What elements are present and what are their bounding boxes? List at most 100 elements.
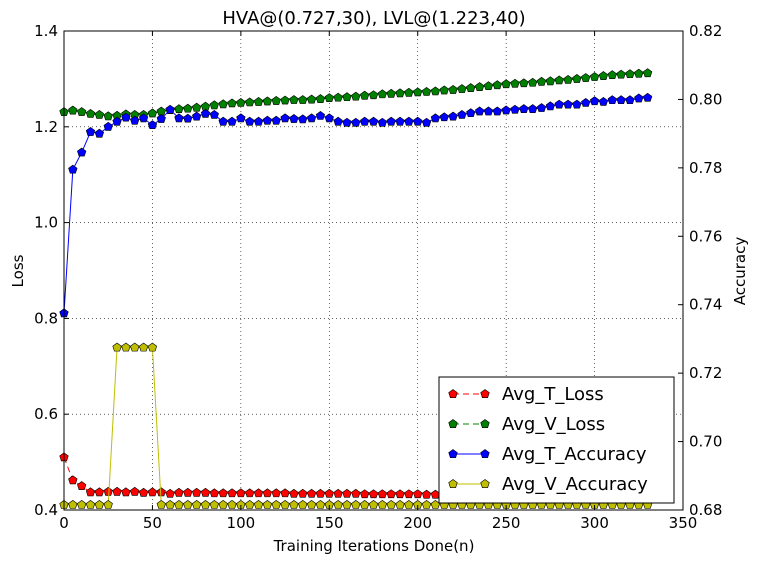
data-point-avg-v-loss (439, 85, 449, 95)
data-point-avg-v-loss (218, 99, 228, 109)
data-point-avg-t-accuracy (457, 109, 467, 119)
data-point-avg-v-accuracy (209, 499, 219, 509)
legend-marker-avg-v-loss (480, 419, 490, 428)
data-point-avg-v-loss (492, 80, 502, 90)
data-point-avg-v-loss (483, 81, 494, 91)
data-point-avg-t-loss (227, 488, 237, 498)
data-point-avg-v-accuracy (404, 499, 414, 509)
x-tick-label: 250 (492, 514, 521, 532)
data-point-avg-v-loss (85, 108, 96, 118)
data-point-avg-v-loss (545, 76, 555, 86)
data-point-avg-t-accuracy (616, 95, 626, 105)
data-point-avg-t-loss (218, 488, 228, 498)
data-point-avg-t-accuracy (572, 99, 582, 109)
data-point-avg-v-accuracy (218, 499, 228, 509)
data-point-avg-v-accuracy (130, 342, 140, 352)
data-point-avg-t-accuracy (492, 106, 502, 116)
data-point-avg-v-loss (253, 97, 264, 106)
data-point-avg-v-loss (298, 95, 308, 104)
data-point-avg-v-loss (377, 89, 387, 99)
legend-marker-avg-v-accuracy (448, 479, 458, 488)
data-point-avg-t-accuracy (183, 113, 193, 123)
data-point-avg-v-accuracy (262, 499, 273, 509)
data-point-avg-t-accuracy (413, 116, 423, 126)
data-point-avg-v-accuracy (94, 499, 105, 509)
data-point-avg-v-accuracy (165, 499, 175, 509)
data-point-avg-t-accuracy (94, 128, 105, 138)
data-point-avg-t-accuracy (253, 116, 264, 126)
data-point-avg-v-accuracy (377, 499, 387, 509)
data-point-avg-v-loss (342, 92, 352, 102)
y-tick-label: 1.4 (34, 22, 58, 40)
y2-tick-label: 0.68 (689, 501, 722, 519)
data-point-avg-t-loss (192, 487, 202, 497)
data-point-avg-t-accuracy (404, 116, 414, 126)
data-point-avg-v-loss (351, 91, 361, 101)
data-point-avg-v-accuracy (121, 342, 131, 352)
data-point-avg-t-accuracy (607, 95, 617, 105)
data-point-avg-t-loss (262, 488, 273, 498)
data-point-avg-v-loss (94, 109, 105, 119)
data-point-avg-v-accuracy (360, 499, 370, 509)
data-point-avg-v-loss (333, 92, 343, 102)
data-point-avg-t-accuracy (245, 116, 255, 126)
data-point-avg-t-accuracy (156, 114, 166, 123)
data-point-avg-t-accuracy (192, 111, 202, 121)
data-point-avg-t-accuracy (545, 101, 555, 111)
data-point-avg-t-accuracy (121, 112, 131, 122)
data-point-avg-t-loss (298, 488, 308, 498)
data-point-avg-t-accuracy (112, 116, 122, 126)
y-tick-label: 0.8 (34, 309, 58, 327)
data-point-avg-t-loss (121, 487, 131, 497)
data-point-avg-v-loss (360, 90, 370, 100)
data-point-avg-v-loss (174, 104, 184, 114)
data-point-avg-t-accuracy (289, 114, 299, 123)
data-point-avg-v-accuracy (227, 499, 237, 509)
data-point-avg-t-loss (351, 488, 361, 498)
data-point-avg-v-loss (192, 102, 202, 112)
data-point-avg-t-accuracy (324, 113, 334, 123)
data-point-avg-t-loss (103, 486, 113, 496)
data-point-avg-v-loss (413, 87, 423, 97)
legend-label-avg-v-loss: Avg_V_Loss (502, 414, 605, 435)
data-point-avg-t-accuracy (510, 104, 520, 114)
data-point-avg-v-loss (245, 97, 255, 107)
data-point-avg-t-loss (183, 487, 193, 497)
x-tick-label: 350 (669, 514, 698, 532)
data-point-avg-t-loss (368, 489, 379, 499)
data-point-avg-v-accuracy (253, 499, 264, 509)
data-point-avg-t-accuracy (85, 127, 96, 136)
data-point-avg-t-accuracy (483, 106, 494, 116)
data-point-avg-t-accuracy (280, 113, 290, 123)
data-point-avg-v-loss (616, 69, 626, 79)
data-point-avg-v-loss (501, 79, 511, 89)
data-point-avg-t-loss (253, 488, 264, 498)
data-point-avg-v-loss (430, 86, 441, 96)
data-point-avg-t-accuracy (581, 97, 591, 107)
data-point-avg-t-loss (421, 489, 432, 499)
data-point-avg-v-accuracy (192, 499, 202, 509)
data-point-avg-t-accuracy (439, 112, 449, 122)
legend-marker-avg-t-accuracy (480, 449, 490, 458)
y2-axis-title: Accuracy (731, 237, 749, 306)
legend: Avg_T_Loss Avg_V_Loss Avg_T_Accuracy Avg_V_… (438, 376, 675, 504)
data-point-avg-v-accuracy (289, 499, 299, 509)
data-point-avg-t-accuracy (448, 111, 458, 121)
data-point-avg-v-loss (598, 71, 609, 80)
data-point-avg-v-accuracy (395, 499, 405, 509)
data-point-avg-v-loss (572, 74, 582, 83)
data-point-avg-v-loss (474, 82, 485, 91)
data-point-avg-v-accuracy (298, 499, 308, 509)
data-point-avg-t-loss (68, 475, 78, 485)
data-point-avg-t-accuracy (563, 99, 573, 109)
data-point-avg-v-accuracy (280, 499, 290, 509)
data-point-avg-t-loss (174, 487, 184, 497)
y-axis-title: Loss (9, 254, 27, 287)
data-point-avg-v-loss (103, 111, 113, 121)
y2-tick-label: 0.76 (689, 227, 722, 245)
data-point-avg-v-loss (563, 74, 573, 84)
data-point-avg-v-loss (289, 95, 299, 104)
data-point-avg-v-loss (68, 105, 78, 115)
data-point-avg-v-loss (315, 94, 326, 103)
data-point-avg-t-accuracy (68, 164, 78, 174)
